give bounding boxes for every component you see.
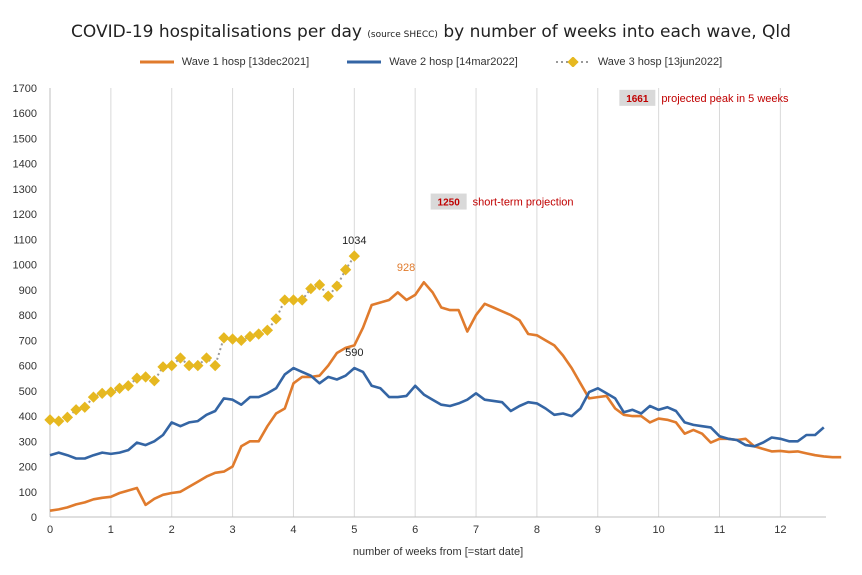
data-point-wave3 <box>122 380 134 392</box>
x-tick-label: 7 <box>473 524 479 536</box>
data-label: 590 <box>345 347 363 359</box>
callout-value: 1661 <box>626 94 649 105</box>
y-tick-label: 100 <box>19 487 37 499</box>
y-tick-label: 1400 <box>13 159 37 171</box>
data-point-wave3 <box>157 361 169 373</box>
x-tick-label: 3 <box>230 524 236 536</box>
x-tick-label: 6 <box>412 524 418 536</box>
callout-value: 1250 <box>438 198 461 209</box>
data-point-wave3 <box>253 328 265 340</box>
y-tick-label: 800 <box>19 310 37 322</box>
legend-label-wave1: Wave 1 hosp [13dec2021] <box>181 56 310 68</box>
y-tick-label: 200 <box>19 462 37 474</box>
callout-value-box <box>430 193 467 210</box>
y-tick-label: 1100 <box>13 234 37 246</box>
data-point-wave3 <box>209 359 221 372</box>
title-main: COVID-19 hospitalisations per day <box>71 22 362 42</box>
data-point-wave3 <box>79 401 91 413</box>
y-tick-label: 500 <box>19 386 37 398</box>
data-point-wave3 <box>200 352 213 364</box>
y-tick-label: 1700 <box>13 83 37 95</box>
y-tick-label: 700 <box>19 335 37 347</box>
title-source: (source SHECC) <box>367 30 438 40</box>
legend-swatch-wave3 <box>555 57 590 67</box>
legend-item-wave2: Wave 2 hosp [14mar2022] <box>347 56 518 68</box>
legend: Wave 1 hosp [13dec2021] Wave 2 hosp [14m… <box>0 56 862 68</box>
y-tick-label: 900 <box>19 285 37 297</box>
data-point-wave3 <box>331 280 343 292</box>
callout-label: short-term projection <box>473 197 574 209</box>
y-tick-label: 1600 <box>13 108 37 120</box>
x-axis-label: number of weeks from [=start date] <box>353 546 523 558</box>
y-tick-label: 400 <box>19 411 37 423</box>
legend-label-wave2: Wave 2 hosp [14mar2022] <box>389 56 518 68</box>
data-point-wave3 <box>166 359 178 372</box>
y-tick-label: 300 <box>19 436 37 448</box>
data-point-wave3 <box>339 264 352 276</box>
x-tick-label: 0 <box>47 524 53 536</box>
data-point-wave3 <box>244 330 256 343</box>
legend-swatch-wave1 <box>139 60 174 64</box>
y-tick-label: 1500 <box>13 133 37 145</box>
data-point-wave3 <box>296 294 308 306</box>
chart-title: COVID-19 hospitalisations per day (sourc… <box>0 22 862 42</box>
series-line-wave1 <box>49 281 842 512</box>
data-point-wave3 <box>226 333 239 345</box>
data-point-wave3 <box>287 294 300 306</box>
data-label: 1034 <box>342 235 366 247</box>
data-point-wave3 <box>348 250 360 262</box>
data-point-wave3 <box>261 324 274 336</box>
legend-label-wave3: Wave 3 hosp [13jun2022] <box>597 56 723 68</box>
data-point-wave3 <box>313 279 326 291</box>
data-point-wave3 <box>44 414 56 426</box>
x-tick-label: 12 <box>774 524 786 536</box>
x-tick-label: 9 <box>595 524 601 536</box>
data-point-wave3 <box>53 415 65 427</box>
x-tick-label: 1 <box>108 524 114 536</box>
series-line-wave2 <box>49 366 825 460</box>
callout-label: projected peak in 5 weeks <box>661 93 789 105</box>
data-point-wave3 <box>322 290 334 302</box>
data-point-wave3 <box>148 375 160 387</box>
callout-value-box <box>619 89 656 106</box>
x-tick-label: 4 <box>290 524 296 536</box>
data-point-wave3 <box>235 334 247 347</box>
data-point-wave3 <box>305 282 317 295</box>
x-tick-label: 10 <box>653 524 665 536</box>
legend-swatch-wave2 <box>347 60 382 64</box>
y-tick-label: 600 <box>19 361 37 373</box>
x-tick-label: 8 <box>534 524 540 536</box>
x-tick-label: 11 <box>714 524 725 536</box>
data-point-wave3 <box>279 294 291 306</box>
legend-item-wave3: Wave 3 hosp [13jun2022] <box>555 56 723 68</box>
y-tick-label: 1200 <box>13 209 37 221</box>
data-point-wave3 <box>139 371 152 383</box>
x-tick-label: 5 <box>351 524 357 536</box>
data-point-wave3 <box>270 313 282 325</box>
y-tick-label: 1000 <box>13 260 37 272</box>
title-rest: by number of weeks into each wave, Qld <box>443 22 791 42</box>
data-point-wave3 <box>183 359 195 372</box>
data-point-wave3 <box>131 372 143 384</box>
y-tick-label: 1300 <box>13 184 37 196</box>
legend-item-wave1: Wave 1 hosp [13dec2021] <box>139 56 310 68</box>
data-point-wave3 <box>192 359 204 372</box>
x-tick-label: 2 <box>169 524 175 536</box>
data-label: 928 <box>397 262 415 274</box>
y-tick-label: 0 <box>31 512 37 524</box>
data-point-wave3 <box>174 352 187 364</box>
data-point-wave3 <box>70 404 82 416</box>
data-point-wave3 <box>218 332 230 344</box>
